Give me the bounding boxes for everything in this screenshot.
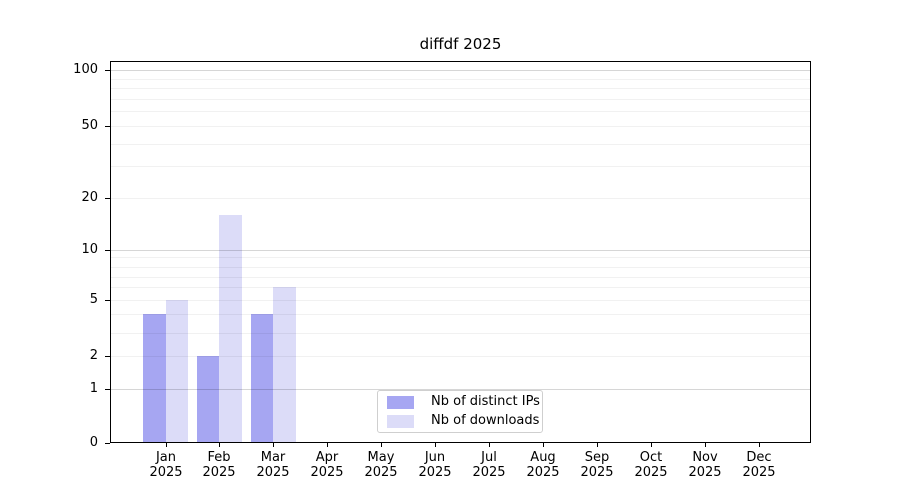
x-tick [381,443,382,447]
x-tick-label: Mar 2025 [256,450,290,480]
gridline [111,389,810,390]
gridline [111,70,810,71]
legend-item: Nb of downloads [387,413,542,429]
y-tick [105,389,110,390]
x-tick-label: May 2025 [364,450,398,480]
x-tick [759,443,760,447]
gridline [111,267,810,268]
legend-label: Nb of downloads [431,413,540,428]
gridline [111,144,810,145]
x-tick [705,443,706,447]
bar-downloads [219,214,242,442]
gridline [111,111,810,112]
y-tick [105,126,110,127]
y-tick-label: 10 [81,242,98,257]
gridline [111,88,810,89]
gridline [111,333,810,334]
x-tick-label: Jun 2025 [418,450,452,480]
y-tick [105,300,110,301]
x-tick-label: Apr 2025 [310,450,344,480]
x-tick [219,443,220,447]
y-tick-label: 100 [73,62,98,77]
y-tick [105,250,110,251]
gridline [111,99,810,100]
y-tick-label: 2 [89,348,98,363]
y-tick [105,356,110,357]
x-tick [543,443,544,447]
y-tick [105,443,110,444]
bar-distinct-ips [196,356,220,442]
bar-downloads [165,300,188,442]
x-tick [166,443,167,447]
gridline [111,300,810,301]
y-tick-label: 50 [81,118,98,133]
x-tick-label: Oct 2025 [634,450,668,480]
chart-title: diffdf 2025 [419,35,502,53]
legend-swatch-icon [387,395,414,409]
x-tick [651,443,652,447]
x-tick [327,443,328,447]
y-tick [105,70,110,71]
bar-downloads [273,287,296,442]
x-tick [435,443,436,447]
x-tick-label: Jul 2025 [472,450,506,480]
gridline [111,166,810,167]
x-tick-label: Nov 2025 [688,450,722,480]
x-tick-label: Jan 2025 [149,450,183,480]
gridline [111,356,810,357]
y-tick-label: 1 [89,381,98,396]
y-tick-label: 5 [89,292,98,307]
legend-item: Nb of distinct IPs [387,394,542,410]
y-tick [105,198,110,199]
y-tick-label: 20 [81,190,98,205]
y-tick-label: 0 [89,435,98,450]
x-tick-label: Feb 2025 [202,450,236,480]
gridline [111,79,810,80]
legend-label: Nb of distinct IPs [431,394,540,409]
x-tick-label: Aug 2025 [526,450,560,480]
gridline [111,126,810,127]
x-tick [273,443,274,447]
gridline [111,257,810,258]
x-tick [489,443,490,447]
gridline [111,287,810,288]
legend-swatch-icon [387,414,414,428]
bar-distinct-ips [143,314,166,442]
gridline [111,250,810,251]
bar-distinct-ips [250,314,274,442]
gridline [111,314,810,315]
legend: Nb of distinct IPs Nb of downloads [377,390,543,433]
x-tick [597,443,598,447]
gridline [111,277,810,278]
x-tick-label: Dec 2025 [742,450,776,480]
gridline [111,198,810,199]
x-tick-label: Sep 2025 [580,450,614,480]
